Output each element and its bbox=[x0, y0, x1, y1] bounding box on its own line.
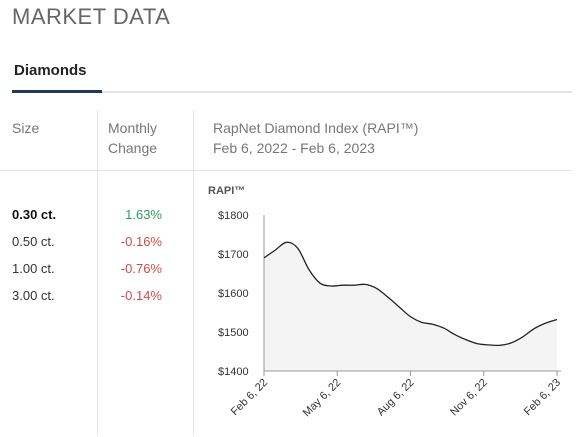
change-value: -0.16% bbox=[120, 234, 162, 249]
chart-title: RAPI™ bbox=[208, 185, 245, 197]
change-value: -0.14% bbox=[120, 288, 162, 303]
x-tick-label: Nov 6, 22 bbox=[448, 377, 490, 419]
index-title: RapNet Diamond Index (RAPI™) bbox=[213, 120, 419, 136]
series-area bbox=[264, 242, 557, 371]
column-divider bbox=[193, 110, 194, 435]
column-header-size: Size bbox=[12, 120, 40, 136]
series-line bbox=[263, 241, 558, 347]
change-value: 1.63% bbox=[125, 207, 162, 222]
x-tick-label: Aug 6, 22 bbox=[375, 377, 417, 419]
size-row-0-30[interactable]: 0.30 ct. bbox=[12, 207, 57, 222]
y-tick-label: $1700 bbox=[218, 249, 249, 261]
size-row-1-00[interactable]: 1.00 ct. bbox=[12, 261, 55, 276]
rapi-chart: RAPI™ $1800 $1700 $1600 $1500 $1400 Feb 6, 2… bbox=[208, 185, 563, 420]
column-header-change-line1: Monthly bbox=[108, 120, 158, 136]
x-tick-label: Feb 6, 22 bbox=[229, 377, 270, 418]
column-header-index: RapNet Diamond Index (RAPI™) Feb 6, 2022… bbox=[213, 118, 418, 158]
page-title: MARKET DATA bbox=[12, 4, 171, 29]
y-tick-label: $1600 bbox=[218, 288, 249, 300]
tab-bar-divider bbox=[102, 91, 572, 93]
x-tick-label: May 6, 22 bbox=[301, 377, 344, 420]
x-tick-label: Feb 6, 23 bbox=[522, 377, 563, 418]
size-row-0-50[interactable]: 0.50 ct. bbox=[12, 234, 55, 249]
index-date-range: Feb 6, 2022 - Feb 6, 2023 bbox=[213, 140, 375, 156]
active-tab-indicator bbox=[12, 90, 102, 93]
column-header-change-line2: Change bbox=[108, 140, 158, 156]
tab-diamonds[interactable]: Diamonds bbox=[14, 62, 87, 79]
header-divider bbox=[0, 170, 572, 171]
y-tick-label: $1400 bbox=[218, 366, 249, 378]
size-row-3-00[interactable]: 3.00 ct. bbox=[12, 288, 55, 303]
change-value: -0.76% bbox=[120, 261, 162, 276]
y-tick-label: $1500 bbox=[218, 327, 249, 339]
column-header-monthly-change: Monthly Change bbox=[108, 118, 157, 158]
column-divider bbox=[97, 110, 98, 435]
y-tick-label: $1800 bbox=[218, 210, 249, 222]
